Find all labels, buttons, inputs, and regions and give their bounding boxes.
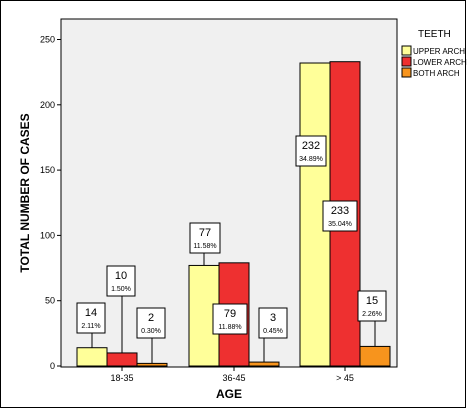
data-label-count: 233: [331, 205, 349, 217]
y-tick-label: 200: [40, 100, 55, 110]
bar-both-arch: [359, 345, 391, 367]
data-label-percent: 1.50%: [111, 286, 131, 293]
legend-swatch: [401, 45, 412, 56]
x-tick-label: 36-45: [222, 373, 245, 383]
legend-label: LOWER ARCH: [413, 58, 467, 67]
data-label-box: [357, 290, 387, 322]
data-label-percent: 11.88%: [218, 324, 241, 331]
data-label-percent: 2.26%: [362, 311, 382, 318]
data-label-count: 10: [115, 270, 127, 282]
data-label-count: 77: [199, 227, 211, 239]
legend-label: UPPER ARCH: [413, 47, 465, 56]
y-tick-label: 150: [40, 165, 55, 175]
y-axis-title: TOTAL NUMBER OF CASES: [18, 113, 32, 272]
bar-upper-arch: [76, 347, 108, 367]
legend-swatch: [401, 67, 412, 78]
data-label-box: [189, 222, 221, 254]
y-tick-label: 100: [40, 230, 55, 240]
data-label-percent: 35.04%: [328, 221, 352, 228]
data-label-percent: 2.11%: [81, 323, 100, 330]
data-label-box: [295, 135, 327, 167]
data-label-box: [258, 307, 288, 339]
bar-both-arch: [136, 362, 168, 367]
data-label-count: 79: [224, 308, 236, 320]
data-label-count: 14: [85, 307, 97, 319]
legend-label: BOTH ARCH: [413, 69, 460, 78]
data-label-count: 3: [270, 312, 276, 324]
data-label-box: [136, 307, 166, 339]
data-label-count: 15: [366, 295, 378, 307]
data-label-count: 2: [148, 312, 154, 324]
x-tick-label: 18-35: [110, 373, 133, 383]
y-tick-label: 250: [40, 35, 55, 45]
legend-swatch: [401, 56, 412, 67]
data-label-percent: 11.58%: [193, 243, 216, 250]
data-label-box: [212, 303, 248, 335]
y-tick-label: 50: [45, 296, 55, 306]
data-label-percent: 0.30%: [141, 328, 161, 335]
x-axis-title: AGE: [216, 387, 242, 401]
data-label-percent: 0.45%: [263, 328, 283, 335]
data-label-box: [76, 302, 106, 334]
legend-title: TEETH: [418, 29, 451, 40]
bar-both-arch: [248, 361, 280, 367]
bar-lower-arch: [106, 352, 138, 367]
y-tick-label: 0: [50, 361, 55, 371]
data-label-percent: 34.89%: [299, 156, 323, 163]
data-label-box: [322, 200, 358, 232]
x-tick-label: > 45: [336, 373, 354, 383]
data-label-count: 232: [302, 140, 320, 152]
data-label-box: [106, 265, 136, 297]
